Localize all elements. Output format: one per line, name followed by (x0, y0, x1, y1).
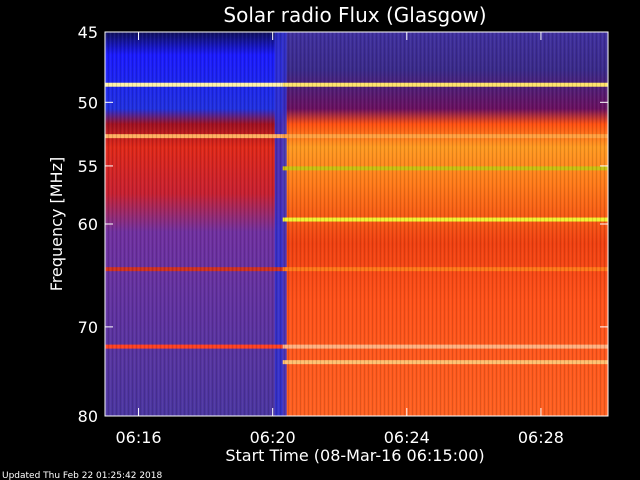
x-tick-label: 06:16 (115, 428, 161, 447)
chart-title: Solar radio Flux (Glasgow) (223, 3, 486, 27)
y-tick-label: 60 (78, 215, 98, 234)
updated-timestamp: Updated Thu Feb 22 01:25:42 2018 (2, 471, 163, 480)
y-tick-label: 55 (78, 157, 98, 176)
y-axis: 45 50 55 60 70 80 (78, 23, 608, 426)
x-axis: 06:16 06:20 06:24 06:28 (115, 32, 564, 447)
y-tick-label: 50 (78, 93, 98, 112)
y-tick-label: 45 (78, 23, 98, 42)
plot-area (104, 31, 609, 417)
y-tick-label: 80 (78, 407, 98, 426)
y-tick-label: 70 (78, 318, 98, 337)
x-tick-label: 06:28 (518, 428, 564, 447)
x-tick-label: 06:20 (250, 428, 296, 447)
texture-overlay (105, 32, 608, 416)
x-tick-label: 06:24 (384, 428, 430, 447)
y-axis-title: Frequency [MHz] (47, 157, 66, 291)
x-axis-title: Start Time (08-Mar-16 06:15:00) (225, 446, 484, 465)
